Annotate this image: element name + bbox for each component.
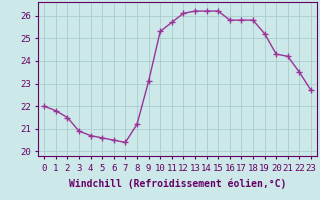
X-axis label: Windchill (Refroidissement éolien,°C): Windchill (Refroidissement éolien,°C) xyxy=(69,178,286,189)
